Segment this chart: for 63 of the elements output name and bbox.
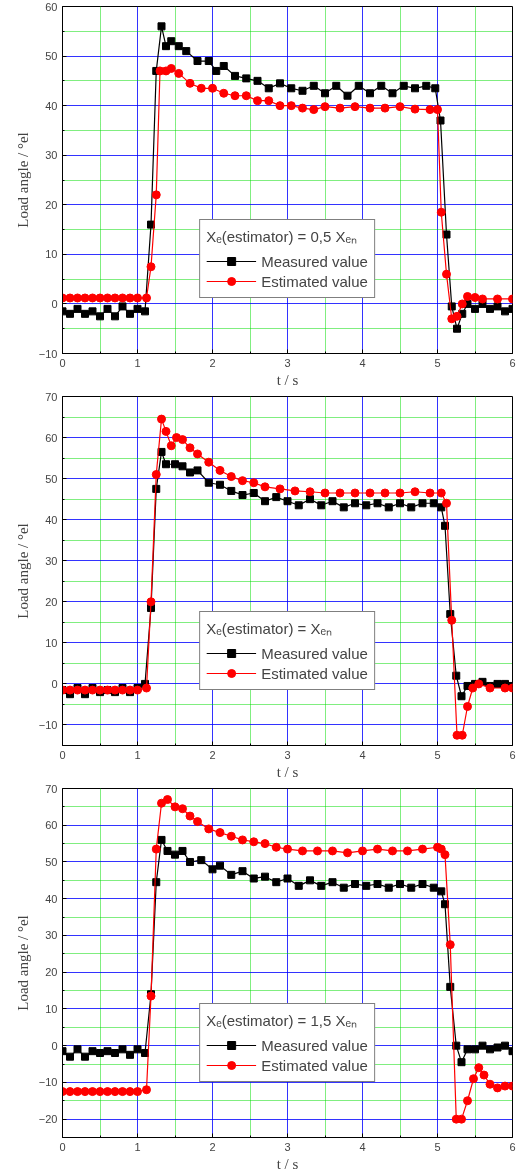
y-tick-label: 10: [45, 248, 58, 261]
x-axis-title: t / s: [276, 1155, 299, 1172]
x-axis-title: t / s: [276, 763, 299, 780]
y-tick-label: 0: [51, 1039, 58, 1052]
legend-label: Estimated value: [261, 1056, 368, 1074]
x-tick-label: 5: [434, 748, 441, 761]
legend-label: Measured value: [261, 252, 368, 270]
x-tick-label: 5: [434, 356, 441, 369]
legend-label: Measured value: [261, 1036, 368, 1054]
x-tick-label: 4: [359, 356, 366, 369]
y-tick-label: 40: [45, 513, 58, 526]
y-tick-label: 10: [45, 1002, 58, 1015]
y-tick-label: 60: [45, 0, 58, 13]
y-tick-label: 30: [45, 929, 58, 942]
legend-title: Xₑ(estimator) = Xₑₙ: [206, 619, 334, 638]
y-tick-label: −10: [38, 718, 58, 731]
y-tick-label: 50: [45, 472, 58, 485]
y-tick-label: 30: [45, 149, 58, 162]
y-tick-label: 40: [45, 99, 58, 112]
y-axis-title: Load angle / °el: [14, 523, 31, 619]
x-tick-label: 1: [134, 356, 141, 369]
x-tick-label: 2: [209, 748, 216, 761]
y-tick-label: 0: [51, 297, 58, 310]
y-tick-label: 10: [45, 636, 58, 649]
x-axis-title: t / s: [276, 371, 299, 388]
y-tick-label: 70: [45, 782, 58, 795]
y-tick-label: 20: [45, 198, 58, 211]
x-tick-label: 3: [284, 356, 291, 369]
x-tick-label: 4: [359, 748, 366, 761]
y-tick-label: 50: [45, 50, 58, 63]
x-tick-label: 5: [434, 1140, 441, 1153]
y-tick-label: 70: [45, 390, 58, 403]
x-tick-label: 3: [284, 748, 291, 761]
y-axis-title: Load angle / °el: [14, 132, 31, 228]
x-tick-label: 0: [59, 356, 66, 369]
y-tick-label: 60: [45, 819, 58, 832]
x-tick-label: 6: [509, 748, 516, 761]
y-axis-title: Load angle / °el: [14, 915, 31, 1011]
y-tick-label: 50: [45, 855, 58, 868]
x-tick-label: 6: [509, 1140, 516, 1153]
legend-title: Xₑ(estimator) = 0,5 Xₑₙ: [206, 227, 359, 246]
x-tick-label: 1: [134, 1140, 141, 1153]
y-tick-label: 20: [45, 966, 58, 979]
y-tick-label: −10: [38, 347, 58, 360]
y-tick-label: −20: [38, 1113, 58, 1126]
x-tick-label: 0: [59, 1140, 66, 1153]
y-tick-label: 0: [51, 677, 58, 690]
legend-title: Xₑ(estimator) = 1,5 Xₑₙ: [206, 1011, 359, 1030]
x-tick-label: 4: [359, 1140, 366, 1153]
y-tick-label: −10: [38, 1076, 58, 1089]
x-tick-label: 6: [509, 356, 516, 369]
y-tick-label: 60: [45, 431, 58, 444]
x-tick-label: 1: [134, 748, 141, 761]
x-tick-label: 0: [59, 748, 66, 761]
x-tick-label: 2: [209, 1140, 216, 1153]
x-tick-label: 3: [284, 1140, 291, 1153]
legend-label: Estimated value: [261, 664, 368, 682]
legend-label: Measured value: [261, 644, 368, 662]
x-tick-label: 2: [209, 356, 216, 369]
y-tick-label: 30: [45, 554, 58, 567]
y-tick-label: 40: [45, 892, 58, 905]
legend-label: Estimated value: [261, 272, 368, 290]
y-tick-label: 20: [45, 595, 58, 608]
